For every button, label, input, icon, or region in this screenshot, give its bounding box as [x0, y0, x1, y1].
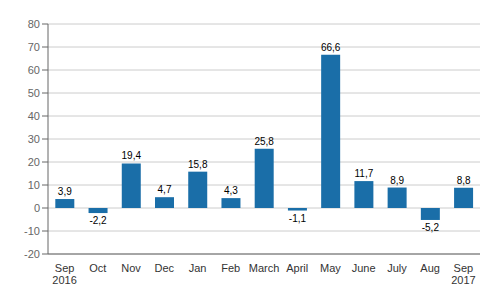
svg-text:15,8: 15,8	[188, 159, 208, 170]
svg-text:19,4: 19,4	[122, 150, 142, 161]
svg-text:June: June	[352, 262, 376, 274]
svg-text:80: 80	[28, 18, 40, 30]
svg-text:10: 10	[28, 179, 40, 191]
svg-text:-5,2: -5,2	[422, 222, 440, 233]
svg-text:-1,1: -1,1	[289, 213, 307, 224]
svg-text:8,9: 8,9	[390, 175, 404, 186]
svg-text:-10: -10	[24, 225, 40, 237]
svg-text:70: 70	[28, 41, 40, 53]
svg-text:50: 50	[28, 87, 40, 99]
svg-text:Jan: Jan	[189, 262, 207, 274]
svg-text:-2,2: -2,2	[89, 215, 107, 226]
svg-text:4,3: 4,3	[224, 185, 238, 196]
svg-text:Aug: Aug	[420, 262, 440, 274]
svg-text:3,9: 3,9	[58, 186, 72, 197]
svg-text:4,7: 4,7	[158, 184, 172, 195]
svg-text:66,6: 66,6	[321, 42, 341, 53]
svg-text:Feb: Feb	[221, 262, 240, 274]
svg-text:Dec: Dec	[155, 262, 175, 274]
svg-text:Oct: Oct	[89, 262, 106, 274]
svg-text:July: July	[387, 262, 407, 274]
svg-text:-20: -20	[24, 248, 40, 260]
svg-text:April: April	[286, 262, 308, 274]
svg-text:60: 60	[28, 64, 40, 76]
svg-text:30: 30	[28, 133, 40, 145]
svg-text:March: March	[249, 262, 280, 274]
svg-text:0: 0	[34, 202, 40, 214]
svg-text:25,8: 25,8	[254, 136, 274, 147]
svg-text:8,8: 8,8	[457, 175, 471, 186]
svg-text:Sep2017: Sep2017	[451, 262, 475, 286]
svg-text:Sep2016: Sep2016	[52, 262, 76, 286]
svg-text:Nov: Nov	[121, 262, 141, 274]
svg-text:40: 40	[28, 110, 40, 122]
svg-text:11,7: 11,7	[355, 168, 374, 179]
svg-text:20: 20	[28, 156, 40, 168]
svg-text:May: May	[320, 262, 341, 274]
